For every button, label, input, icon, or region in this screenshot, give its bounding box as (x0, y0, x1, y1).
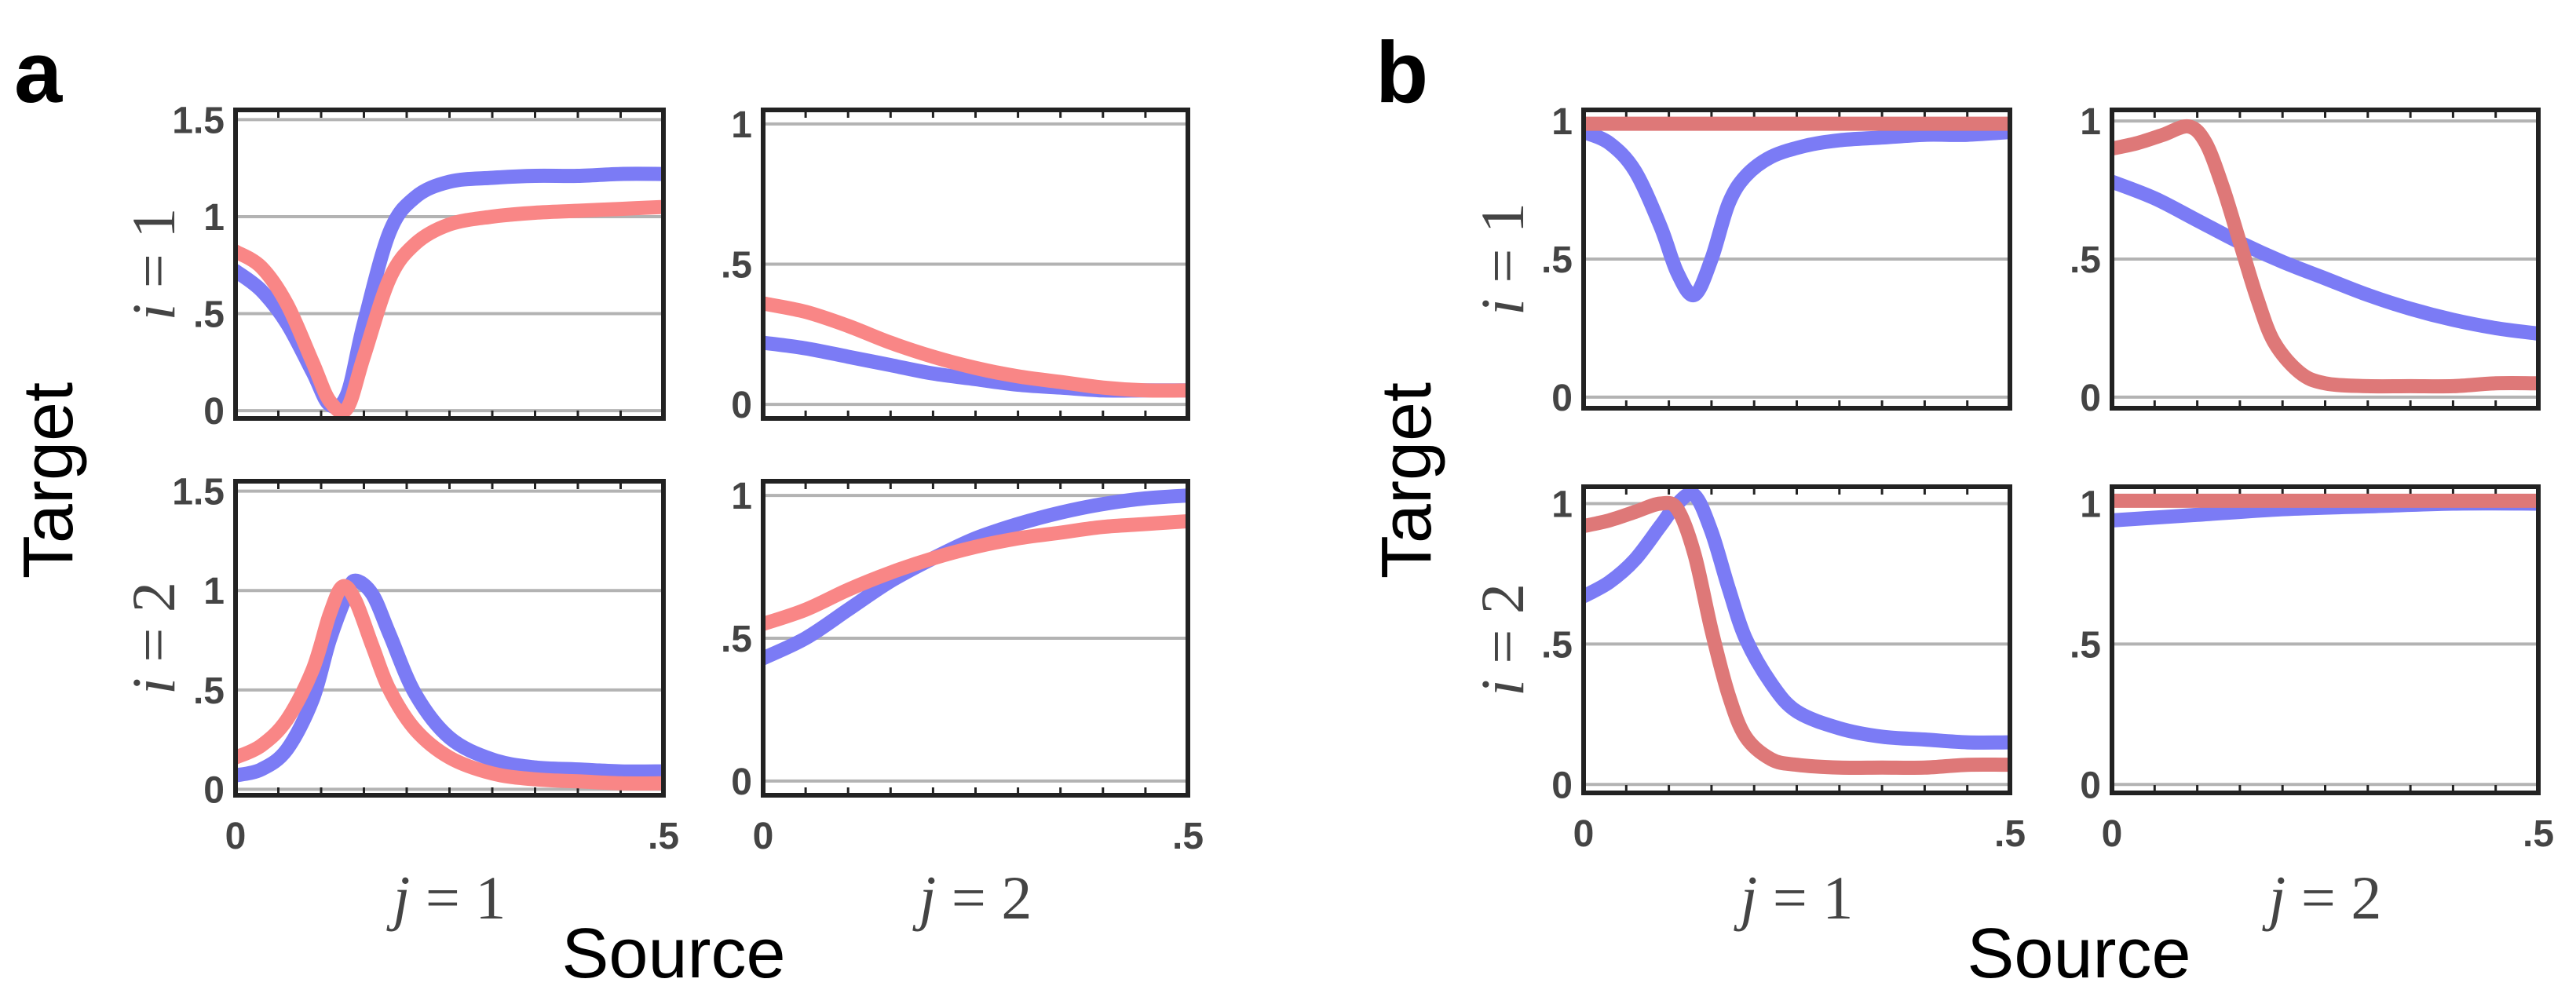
y-tick-label: 1 (2080, 101, 2101, 143)
subplot-b-r1-c2: 0.51 (2070, 101, 2541, 419)
y-tick-label: 0 (2080, 765, 2101, 806)
y-tick-label: 0 (1551, 765, 1573, 806)
row-label-2: i = 2 (119, 582, 188, 695)
axes-frame (1581, 484, 2012, 795)
y-tick-label: 1 (203, 571, 225, 612)
y-tick-label: 1 (2080, 484, 2101, 525)
x-tick-label: 0 (1573, 813, 1595, 855)
y-tick-label: .5 (193, 294, 225, 336)
subplot-a-r1-c2: 0.51 (721, 104, 1190, 426)
axes-frame (233, 479, 666, 798)
y-tick-label: 0 (731, 761, 752, 803)
x-tick-label: 0 (2102, 813, 2123, 855)
axes-frame (2110, 108, 2541, 411)
subplot-b-r2-c2: 0 .5 1 0 .5 (2070, 484, 2554, 855)
row-label-1: i = 1 (119, 208, 188, 321)
y-tick-label: .5 (1541, 239, 1573, 281)
y-tick-label: 1.5 (172, 100, 225, 141)
x-tick-label: .5 (1994, 813, 2026, 855)
axes-frame (233, 108, 666, 421)
subplot-a-r2-c1: 0 .5 1 1.5 0 .5 (172, 472, 679, 857)
axes-frame (2110, 484, 2541, 795)
axes-frame (761, 479, 1190, 798)
y-tick-label: 0 (1551, 378, 1573, 419)
series-line-red (238, 199, 661, 416)
column-label-2: j = 2 (912, 864, 1032, 932)
x-axis-title: Source (561, 915, 785, 993)
subplot-a-r1-c1: 0 .5 1 1.5 (172, 100, 666, 433)
series-line-blue (1586, 489, 2008, 750)
y-tick-label: 0 (731, 385, 752, 426)
subplot-b-r2-c1: 0 .5 1 0 .5 (1541, 484, 2026, 855)
axes-frame (1581, 108, 2012, 411)
series-line-red (2114, 119, 2536, 394)
y-axis-title: Target (1368, 382, 1446, 579)
axes-frame (761, 108, 1190, 421)
x-tick-label: .5 (1172, 816, 1204, 857)
series-line-blue (765, 488, 1186, 665)
y-tick-label: .5 (2070, 239, 2101, 281)
series-line-red (765, 296, 1186, 398)
panel-letter: b (1376, 24, 1428, 121)
column-label-2: j = 2 (2262, 864, 2382, 932)
row-label-1: i = 1 (1468, 203, 1536, 316)
panel-letter: a (14, 24, 63, 121)
y-tick-label: .5 (2070, 624, 2101, 666)
x-tick-label: 0 (225, 816, 247, 857)
y-tick-label: .5 (721, 619, 752, 660)
series-line-red (238, 579, 661, 791)
subplot-b-r1-c1: 0.51 (1541, 101, 2012, 419)
series-line-red (765, 514, 1186, 631)
x-tick-label: .5 (2523, 813, 2554, 855)
y-tick-label: 1 (1551, 101, 1573, 143)
y-tick-label: 0 (203, 769, 225, 811)
subplot-a-r2-c2: 0 .5 1 0 .5 (721, 476, 1204, 857)
series-line-blue (1586, 125, 2008, 302)
series-line-blue (2114, 175, 2536, 341)
x-axis-title: Source (1967, 915, 2191, 993)
x-tick-label: 0 (753, 816, 774, 857)
series-line-red (1586, 495, 2008, 776)
y-tick-label: .5 (193, 670, 225, 712)
column-label-1: j = 1 (1734, 864, 1854, 932)
y-tick-label: .5 (721, 245, 752, 287)
series-line-blue (238, 573, 661, 783)
row-label-2: i = 2 (1468, 583, 1536, 696)
y-tick-label: 1 (203, 197, 225, 239)
y-tick-label: 1 (731, 476, 752, 517)
y-axis-title: Target (9, 382, 88, 579)
y-tick-label: 1 (731, 104, 752, 146)
y-tick-label: 1.5 (172, 472, 225, 513)
y-tick-label: .5 (1541, 624, 1573, 666)
y-tick-label: 0 (203, 391, 225, 433)
y-tick-label: 1 (1551, 484, 1573, 525)
y-tick-label: 0 (2080, 378, 2101, 419)
x-tick-label: .5 (648, 816, 679, 857)
column-label-1: j = 1 (386, 864, 506, 932)
